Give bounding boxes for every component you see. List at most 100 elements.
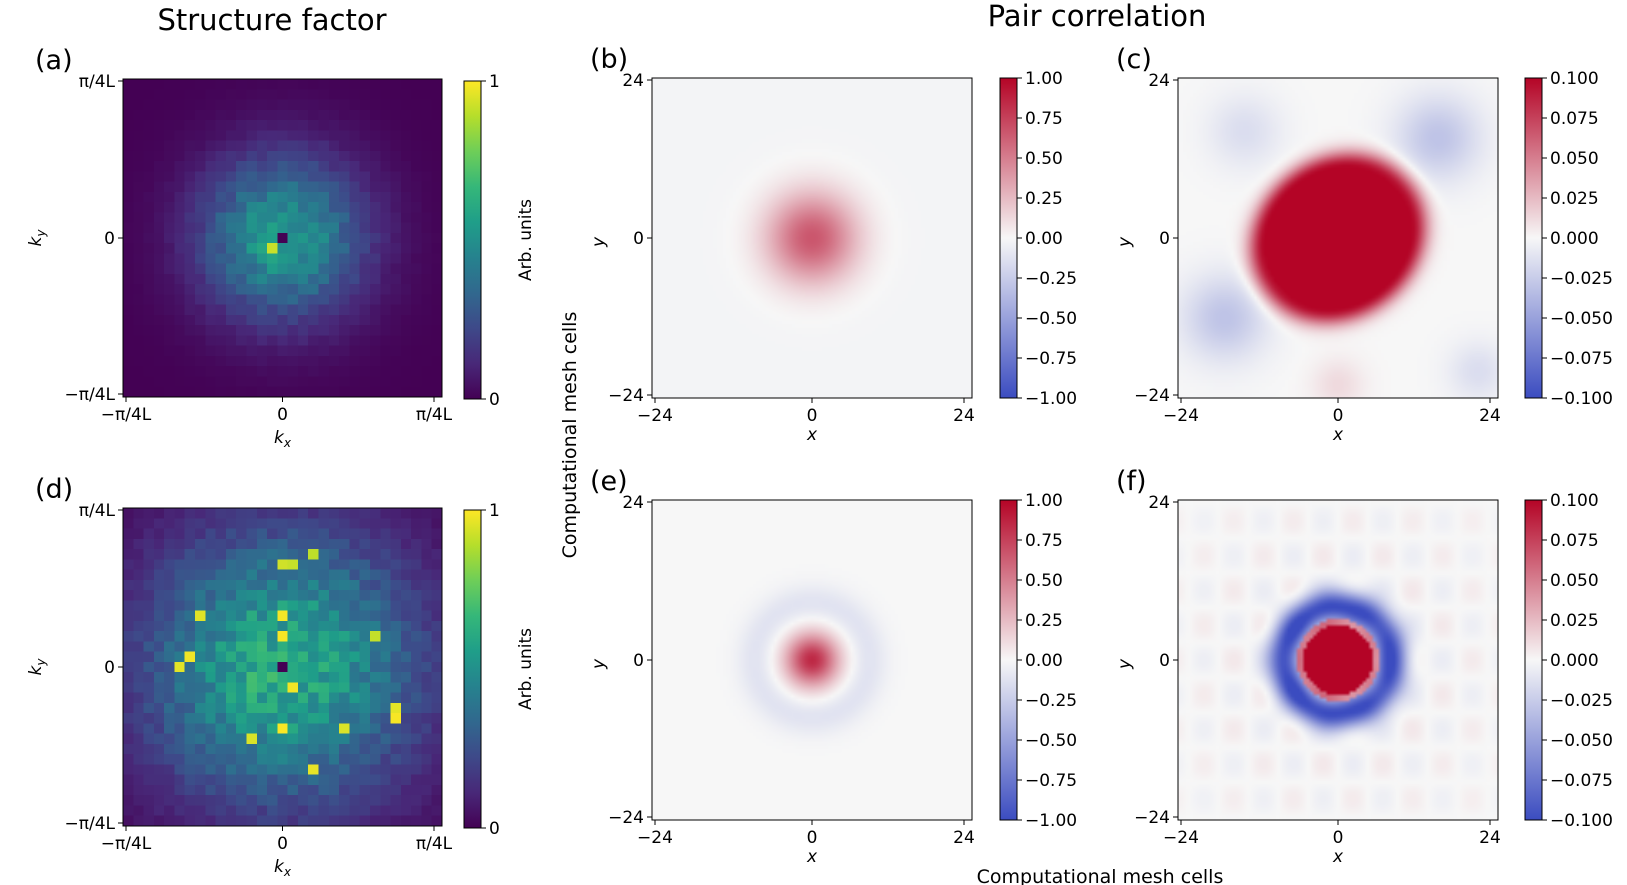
x-tick-label-e: −24: [637, 828, 673, 848]
x-tick-label-f: 0: [1333, 828, 1344, 848]
panel-c: (c) −24 0 24 24 0 −24 x y 0.100 0.075 0.050 0.025 0.0…: [1115, 44, 1613, 445]
x-tick-label-a: −π/4L: [101, 405, 152, 425]
y-tick-label-e: −24: [608, 808, 644, 828]
colorbar-tick-label-e: 1.00: [1025, 491, 1063, 511]
heatmap-image-a: [123, 79, 442, 397]
colorbar-label-d: Arb. units: [516, 628, 536, 710]
colorbar-label-a: Arb. units: [516, 199, 536, 281]
colorbar-a: [463, 80, 482, 400]
colorbar-tick-label-c: −0.075: [1550, 349, 1613, 369]
colorbar-tick-label-d: 0: [489, 819, 500, 839]
y-axis-label-a: ky: [26, 229, 48, 247]
title-structure-factor: Structure factor: [157, 3, 386, 37]
x-tick-label-d: −π/4L: [101, 834, 152, 854]
colorbar-tick-label-c: 0.025: [1550, 189, 1599, 209]
panel-label-e: (e): [590, 466, 628, 497]
colorbar-tick-label-f: −0.075: [1550, 771, 1613, 791]
x-axis-label-e: x: [806, 847, 818, 867]
y-tick-label-c: 0: [1159, 229, 1170, 249]
x-axis-label-a: kx: [274, 428, 292, 450]
panel-e: (e) −24 0 24 24 0 −24 x y 1.00 0.75 0.50 0.25 0.00 −0.…: [589, 466, 1077, 867]
colorbar-tick-label-b: −0.75: [1025, 349, 1077, 369]
panel-label-f: (f): [1116, 466, 1147, 497]
colorbar-tick-label-e: 0.50: [1025, 571, 1063, 591]
y-tick-label-c: 24: [1148, 71, 1170, 91]
panel-label-d: (d): [35, 474, 73, 505]
colorbar-tick-label-f: −0.050: [1550, 731, 1613, 751]
heatmap-image-c: [1178, 78, 1498, 398]
colorbar-tick-label-c: −0.100: [1550, 389, 1613, 409]
y-tick-label-f: −24: [1134, 808, 1170, 828]
colorbar-tick-label-c: −0.025: [1550, 269, 1613, 289]
panel-label-b: (b): [590, 44, 628, 75]
colorbar-f: [1524, 499, 1543, 821]
heatmap-image-b: [652, 78, 972, 398]
panel-d: (d) −π/4L 0 π/4L π/4L 0 −π/4L kx ky 1 0 Arb. units: [26, 474, 536, 879]
x-axis-label-c: x: [1332, 425, 1344, 445]
x-tick-label-e: 24: [953, 828, 975, 848]
y-tick-label-c: −24: [1134, 386, 1170, 406]
y-tick-label-f: 24: [1148, 493, 1170, 513]
x-tick-label-f: 24: [1479, 828, 1501, 848]
x-tick-label-d: π/4L: [416, 834, 453, 854]
shared-xlabel: Computational mesh cells: [977, 866, 1224, 885]
colorbar-tick-label-d: 1: [489, 501, 500, 521]
heatmap-image-f: [1178, 500, 1498, 820]
y-tick-label-a: −π/4L: [65, 385, 116, 405]
x-axis-label-f: x: [1332, 847, 1344, 867]
colorbar-tick-label-e: −0.25: [1025, 691, 1077, 711]
y-tick-label-e: 24: [622, 493, 644, 513]
x-tick-label-d: 0: [277, 834, 288, 854]
colorbar-tick-label-f: 0.000: [1550, 651, 1599, 671]
colorbar-tick-label-b: −0.25: [1025, 269, 1077, 289]
y-tick-label-e: 0: [633, 651, 644, 671]
y-tick-label-d: −π/4L: [65, 814, 116, 834]
y-tick-label-d: π/4L: [79, 501, 116, 521]
colorbar-tick-label-e: −0.50: [1025, 731, 1077, 751]
y-tick-label-b: 24: [622, 71, 644, 91]
colorbar-tick-label-b: −0.50: [1025, 309, 1077, 329]
y-axis-label-e: y: [589, 658, 609, 670]
panel-b: (b) −24 0 24 24 0 −24 x y 1.00 0.75 0.50 0.25 0.00 −0.…: [589, 44, 1077, 445]
x-tick-label-b: −24: [637, 406, 673, 426]
colorbar-tick-label-e: −1.00: [1025, 811, 1077, 831]
colorbar-tick-label-c: −0.050: [1550, 309, 1613, 329]
x-tick-label-a: 0: [277, 405, 288, 425]
x-tick-label-e: 0: [807, 828, 818, 848]
x-tick-label-a: π/4L: [416, 405, 453, 425]
x-tick-label-b: 0: [807, 406, 818, 426]
colorbar-b: [999, 77, 1018, 399]
heatmap-image-d: [123, 508, 442, 826]
colorbar-tick-label-e: 0.25: [1025, 611, 1063, 631]
colorbar-tick-label-a: 1: [489, 72, 500, 92]
colorbar-tick-label-b: 0.00: [1025, 229, 1063, 249]
colorbar-tick-label-b: 0.75: [1025, 109, 1063, 129]
y-tick-label-f: 0: [1159, 651, 1170, 671]
y-tick-label-b: 0: [633, 229, 644, 249]
panel-label-a: (a): [35, 45, 73, 76]
y-axis-label-c: y: [1115, 236, 1135, 248]
y-tick-label-a: 0: [104, 229, 115, 249]
colorbar-tick-label-b: 0.25: [1025, 189, 1063, 209]
colorbar-tick-label-f: −0.025: [1550, 691, 1613, 711]
shared-ylabel: Computational mesh cells: [559, 312, 581, 559]
colorbar-tick-label-c: 0.075: [1550, 109, 1599, 129]
y-axis-label-d: ky: [26, 658, 48, 676]
x-tick-label-c: 24: [1479, 406, 1501, 426]
title-pair-correlation: Pair correlation: [988, 0, 1207, 33]
x-axis-label-d: kx: [274, 857, 292, 879]
colorbar-tick-label-f: 0.100: [1550, 491, 1599, 511]
colorbar-tick-label-a: 0: [489, 390, 500, 410]
panel-a: (a) −π/4L 0 π/4L π/4L 0 −π/4L kx ky 1 0 Arb. units: [26, 45, 536, 450]
heatmap-image-e: [652, 500, 972, 820]
colorbar-tick-label-e: −0.75: [1025, 771, 1077, 791]
colorbar-tick-label-e: 0.00: [1025, 651, 1063, 671]
y-tick-label-a: π/4L: [79, 72, 116, 92]
panel-f: (f) −24 0 24 24 0 −24 x y 0.100 0.075 0.050 0.025 0.0…: [1115, 466, 1613, 867]
colorbar-tick-label-e: 0.75: [1025, 531, 1063, 551]
colorbar-c: [1524, 77, 1543, 399]
colorbar-tick-label-c: 0.050: [1550, 149, 1599, 169]
colorbar-tick-label-f: −0.100: [1550, 811, 1613, 831]
y-tick-label-b: −24: [608, 386, 644, 406]
